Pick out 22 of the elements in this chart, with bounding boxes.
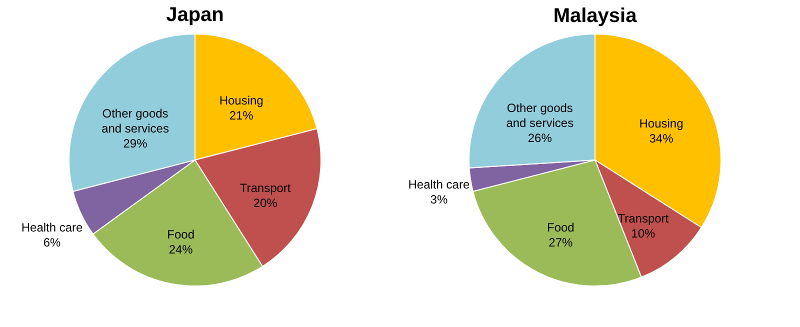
data-label: 6%: [43, 235, 62, 250]
slice-label: Other goods and services: [506, 101, 574, 130]
data-label: 3%: [430, 192, 448, 207]
slice-label: Food: [547, 220, 574, 234]
slice-label: Other goods and services: [102, 106, 169, 136]
slice-label: Housing: [639, 116, 684, 131]
data-label: 21%: [229, 108, 254, 122]
data-label: 27%: [548, 235, 574, 250]
data-label: 20%: [253, 196, 278, 210]
data-label: 29%: [123, 136, 148, 151]
chart-title: Japan: [166, 4, 224, 26]
slice-label: Transport: [240, 180, 292, 195]
data-label: 34%: [649, 132, 674, 146]
data-label: 26%: [528, 131, 552, 146]
slice-label: Transport: [618, 211, 670, 226]
chart-title: Malaysia: [553, 5, 638, 27]
slice-label: Health care: [408, 178, 470, 192]
data-label: 24%: [168, 242, 194, 256]
slice-label: Health care: [21, 220, 84, 234]
slice-label: Food: [167, 227, 195, 242]
data-label: 10%: [631, 226, 656, 240]
slice-label: Housing: [219, 93, 264, 108]
